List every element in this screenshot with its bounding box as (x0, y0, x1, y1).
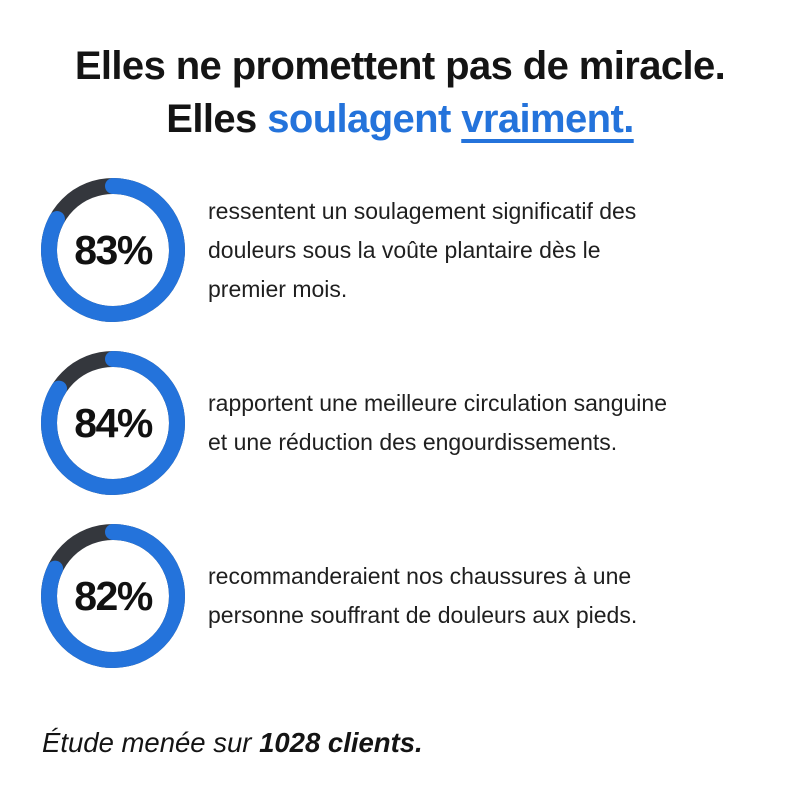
study-note-prefix: Étude menée sur (42, 727, 260, 758)
gauge-percent-label: 84% (74, 399, 153, 446)
stat-row-recommend: 82% recommanderaient nos chaussures à un… (40, 523, 768, 669)
headline-line2-prefix: Elles (166, 97, 268, 141)
gauge-progress-arc (41, 351, 185, 495)
gauge-progress-arc (41, 178, 185, 322)
gauge-percent-label: 82% (74, 572, 153, 619)
stat-description: ressentent un soulagement significatif d… (208, 197, 637, 302)
stat-row-arch-pain: 83% ressentent un soulagement significat… (40, 177, 768, 323)
stat-row-circulation: 84% rapportent une meilleure circulation… (40, 350, 768, 496)
gauge-progress-arc (41, 524, 185, 668)
study-note: Étude menée sur 1028 clients. (0, 726, 800, 759)
stats-list: 83% ressentent un soulagement significat… (0, 177, 800, 669)
headline-highlight: soulagent (267, 97, 462, 141)
donut-gauge-83-svg (41, 178, 185, 322)
headline-line2: Elles soulagent vraiment. (0, 93, 800, 146)
donut-gauge-82-svg (41, 524, 185, 668)
donut-gauge-84: 84% (40, 350, 186, 496)
stat-description: recommanderaient nos chaussures à une pe… (208, 563, 638, 628)
headline: Elles ne promettent pas de miracle. Elle… (0, 0, 800, 146)
study-note-sample-size: 1028 clients. (259, 727, 423, 758)
gauge-percent-label: 83% (74, 226, 153, 273)
headline-line1: Elles ne promettent pas de miracle. (74, 44, 726, 88)
stat-description: rapportent une meilleure circulation san… (208, 390, 668, 455)
headline-underlined-link[interactable]: vraiment. (461, 97, 634, 141)
donut-gauge-82: 82% (40, 523, 186, 669)
donut-gauge-83: 83% (40, 177, 186, 323)
donut-gauge-84-svg (41, 351, 185, 495)
